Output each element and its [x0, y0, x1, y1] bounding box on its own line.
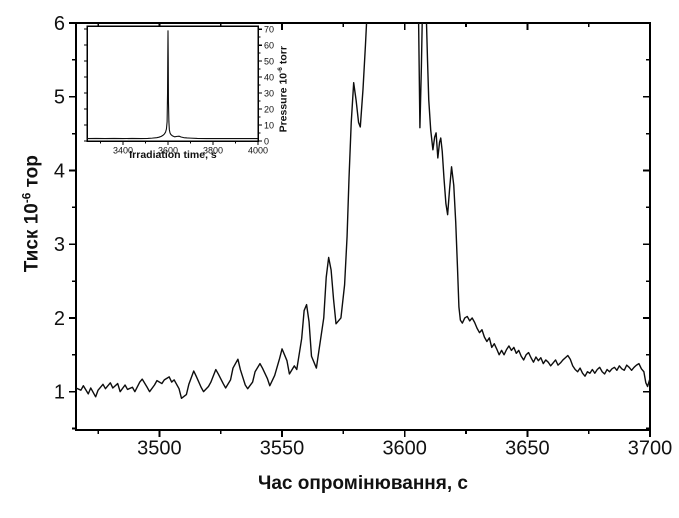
- inset-y-axis-ticks: 0 10 20 30 40 50 60 70: [84, 25, 274, 147]
- inset-x-tick-label: 4000: [248, 145, 268, 155]
- x-axis-title: Час опромінювання, с: [213, 473, 513, 495]
- x-tick-label: 3700: [628, 438, 673, 460]
- x-tick-label: 3550: [260, 438, 305, 460]
- inset-y-tick-label: 60: [264, 41, 274, 51]
- y-axis-title: Тиск 10-6 тор: [20, 155, 43, 273]
- x-tick-label: 3650: [505, 438, 550, 460]
- inset-y-tick-label: 30: [264, 89, 274, 99]
- inset-x-axis-title: Irradiation time, s: [93, 149, 253, 161]
- y-tick-label: 2: [54, 308, 65, 330]
- inset-y-tick-label: 10: [264, 121, 274, 131]
- inset-y-axis-title: Pressure 10-6 torr: [276, 46, 290, 133]
- inset-y-tick-label: 70: [264, 25, 274, 35]
- inset-curve: [86, 30, 258, 140]
- inset-x-tick-label: 3800: [203, 145, 223, 155]
- y-tick-label: 5: [54, 87, 65, 109]
- inset-y-tick-label: 20: [264, 105, 274, 115]
- main-y-axis-ticks: 1 2 3 4 5 6: [54, 13, 650, 430]
- inset-y-tick-label: 40: [264, 73, 274, 83]
- inset-x-axis-ticks: 3400 3600 3800 4000: [99, 141, 268, 155]
- inset-y-tick-label: 0: [264, 137, 269, 147]
- inset-y-axis-title-superscript: -6: [276, 67, 284, 73]
- y-tick-label: 1: [54, 382, 65, 404]
- main-axes: 3500 3550 3600 3650 3700 1 2 3 4 5 6: [54, 13, 673, 460]
- main-x-axis-ticks: 3500 3550 3600 3650 3700: [97, 23, 673, 460]
- x-tick-label: 3500: [137, 438, 182, 460]
- main-frame: [75, 22, 651, 431]
- inset-x-tick-label: 3600: [158, 145, 178, 155]
- x-axis-title-text: Час опромінювання, с: [257, 473, 468, 494]
- inset-x-tick-label: 3400: [113, 145, 133, 155]
- inset-frame: [86, 25, 259, 142]
- x-tick-label: 3600: [382, 438, 427, 460]
- inset-y-tick-label: 50: [264, 57, 274, 67]
- inset-x-axis-title-text: Irradiation time, s: [129, 149, 217, 161]
- y-tick-label: 6: [54, 13, 65, 35]
- y-tick-label: 3: [54, 234, 65, 256]
- main-curve: [76, 23, 650, 399]
- y-axis-title-superscript: -6: [20, 192, 34, 204]
- y-tick-label: 4: [54, 160, 65, 182]
